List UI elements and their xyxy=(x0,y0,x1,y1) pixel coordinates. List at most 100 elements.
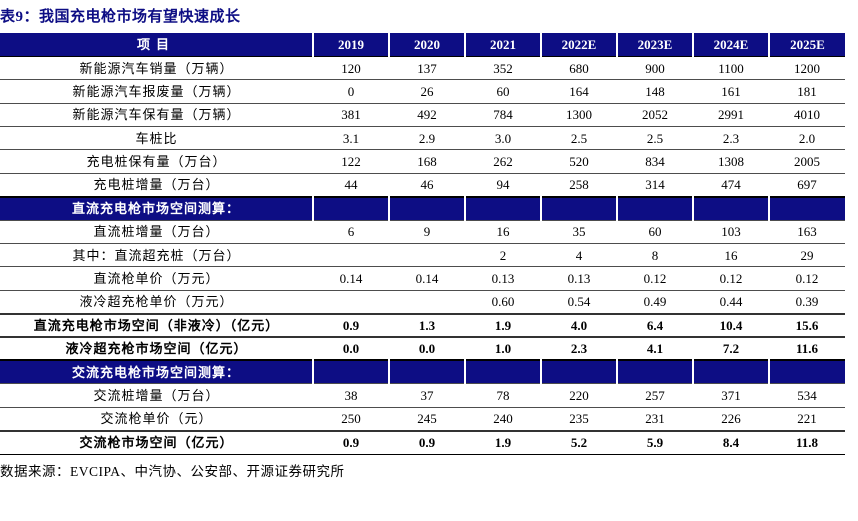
data-cell: 0.9 xyxy=(313,429,389,455)
data-cell: 226 xyxy=(693,406,769,431)
table-row: 新能源汽车销量（万辆） 120 137 352 680 900 1100 1200 xyxy=(0,56,845,79)
data-cell: 122 xyxy=(313,149,389,174)
data-cell xyxy=(389,289,465,314)
data-cell: 4 xyxy=(541,243,617,267)
data-cell: 9 xyxy=(389,219,465,244)
data-cell: 2.3 xyxy=(541,336,617,361)
data-cell: 231 xyxy=(617,406,693,431)
row-label: 液冷超充枪单价（万元） xyxy=(0,289,313,314)
data-cell: 680 xyxy=(569,60,589,76)
data-cell: 240 xyxy=(465,406,541,431)
row-label: 直流充电枪市场空间（非液冷）（亿元） xyxy=(0,312,313,338)
data-cell: 148 xyxy=(617,79,693,104)
table-row: 新能源汽车保有量（万辆） 381 492 784 1300 2052 2991 4010 xyxy=(0,102,845,127)
data-cell: 6.4 xyxy=(617,312,693,338)
data-cell: 0.13 xyxy=(541,266,617,291)
data-cell: 29 xyxy=(769,243,845,267)
data-cell: 1308 xyxy=(693,149,769,174)
data-cell: 0.14 xyxy=(389,266,465,291)
data-cell: 161 xyxy=(693,79,769,104)
header-cell-year: 2024E xyxy=(693,33,770,57)
table-row: 充电桩保有量（万台） 122 168 262 520 834 1308 2005 xyxy=(0,149,845,174)
data-cell: 0.44 xyxy=(693,289,769,314)
data-cell: 314 xyxy=(617,172,693,197)
row-label: 充电桩保有量（万台） xyxy=(0,149,313,174)
data-cell: 0.13 xyxy=(465,266,541,291)
data-cell: 0 xyxy=(313,79,389,104)
row-label: 交流桩增量（万台） xyxy=(0,383,313,408)
table-row: 交流桩增量（万台） 38 37 78 220 257 371 534 xyxy=(0,383,845,408)
row-label: 直流枪单价（万元） xyxy=(0,266,313,291)
data-cell: 0.12 xyxy=(769,266,845,291)
row-label: 交流枪单价（元） xyxy=(0,406,313,431)
section-row: 直流充电枪市场空间测算： xyxy=(0,195,845,221)
data-cell: 16 xyxy=(465,219,541,244)
section-filler-cell xyxy=(769,359,845,384)
table-body: 新能源汽车销量（万辆） 120 137 352 680 900 1100 1200 新能源汽车报… xyxy=(0,56,845,455)
data-cell: 0.9 xyxy=(389,429,465,455)
data-cell: 371 xyxy=(693,383,769,408)
data-cell: 1100 xyxy=(718,60,744,76)
data-cell: 2.5 xyxy=(617,126,693,150)
data-cell: 352 xyxy=(493,60,513,76)
data-cell: 235 xyxy=(541,406,617,431)
data-cell: 7.2 xyxy=(693,336,769,361)
header-row: 项目 2019 2020 2021 2022E 2023E 2024E 2025E xyxy=(0,33,845,57)
table-row: 直流充电枪市场空间（非液冷）（亿元） 0.9 1.3 1.9 4.0 6.4 10.4 15.… xyxy=(0,312,845,338)
header-cell-year: 2025E xyxy=(769,33,845,57)
data-cell: 1300 xyxy=(541,102,617,127)
table-row: 新能源汽车报废量（万辆） 0 26 60 164 148 161 181 xyxy=(0,79,845,104)
market-table: 项目 2019 2020 2021 2022E 2023E 2024E 2025E 新能源汽车… xyxy=(0,33,845,455)
data-cell: 3.0 xyxy=(465,126,541,150)
data-cell: 38 xyxy=(313,383,389,408)
data-cell: 1200 xyxy=(794,60,820,76)
table-row: 液冷超充枪单价（万元） 0.60 0.54 0.49 0.44 0.39 xyxy=(0,289,845,314)
data-cell: 0.0 xyxy=(313,336,389,361)
section-filler-cell xyxy=(693,359,770,384)
data-cell: 0.9 xyxy=(313,312,389,338)
data-cell: 2052 xyxy=(617,102,693,127)
section-filler-cell xyxy=(465,359,542,384)
data-cell: 220 xyxy=(541,383,617,408)
data-cell: 37 xyxy=(389,383,465,408)
data-cell: 2005 xyxy=(769,149,845,174)
data-cell: 35 xyxy=(541,219,617,244)
data-cell: 0.12 xyxy=(617,266,693,291)
data-cell: 900 xyxy=(645,60,665,76)
data-cell: 6 xyxy=(313,219,389,244)
data-cell: 5.2 xyxy=(541,429,617,455)
data-cell: 60 xyxy=(465,79,541,104)
data-cell: 10.4 xyxy=(693,312,769,338)
data-cell: 0.60 xyxy=(465,289,541,314)
table-row: 交流枪单价（元） 250 245 240 235 231 226 221 xyxy=(0,406,845,431)
data-cell: 0.54 xyxy=(541,289,617,314)
data-cell: 1.9 xyxy=(465,312,541,338)
data-cell: 534 xyxy=(769,383,845,408)
data-cell: 4.1 xyxy=(617,336,693,361)
data-cell: 1.0 xyxy=(465,336,541,361)
data-cell: 163 xyxy=(769,219,845,244)
section-label: 交流充电枪市场空间测算： xyxy=(0,359,314,384)
section-filler-cell xyxy=(465,195,542,221)
section-filler-cell xyxy=(541,359,618,384)
data-cell: 2.9 xyxy=(389,126,465,150)
table-title: 表9：我国充电枪市场有望快速成长 xyxy=(0,9,241,25)
data-cell: 137 xyxy=(417,60,437,76)
table-row: 其中：直流超充桩（万台） 2 4 8 16 29 xyxy=(0,243,845,267)
data-cell: 16 xyxy=(693,243,769,267)
section-row: 交流充电枪市场空间测算： xyxy=(0,359,845,384)
section-filler-cell xyxy=(617,359,694,384)
data-cell: 834 xyxy=(617,149,693,174)
data-cell: 0.12 xyxy=(693,266,769,291)
table-row: 车桩比 3.1 2.9 3.0 2.5 2.5 2.3 2.0 xyxy=(0,126,845,150)
data-cell: 381 xyxy=(313,102,389,127)
table-row: 充电桩增量（万台） 44 46 94 258 314 474 697 xyxy=(0,172,845,197)
data-cell: 0.14 xyxy=(313,266,389,291)
row-label: 新能源汽车销量（万辆） xyxy=(79,60,234,76)
data-cell: 3.1 xyxy=(313,126,389,150)
data-cell: 474 xyxy=(693,172,769,197)
data-cell: 784 xyxy=(465,102,541,127)
data-cell: 103 xyxy=(693,219,769,244)
row-label: 交流枪市场空间（亿元） xyxy=(0,429,313,455)
